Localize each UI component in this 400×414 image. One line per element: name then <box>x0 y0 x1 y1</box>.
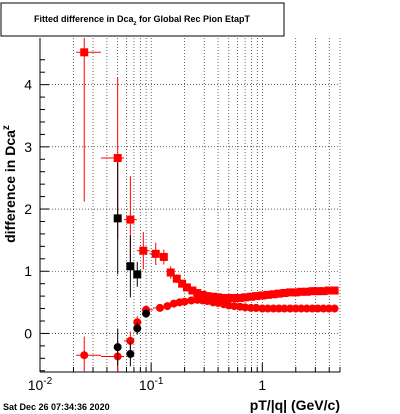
series-1 <box>113 162 142 298</box>
title-frame <box>0 2 285 37</box>
data-point-square <box>230 293 239 302</box>
data-point-square <box>252 292 261 301</box>
data-point-square <box>139 246 148 255</box>
data-point-square <box>258 291 267 300</box>
data-point-square <box>80 48 89 57</box>
data-point-square <box>224 293 233 302</box>
data-point-square <box>302 287 311 296</box>
data-point-circle <box>126 349 135 358</box>
data-point-square <box>241 293 250 302</box>
data-point-circle <box>319 304 328 313</box>
data-point-square <box>263 290 272 299</box>
data-point-square <box>291 288 300 297</box>
data-point-circle <box>142 309 151 318</box>
data-point-square <box>113 214 122 223</box>
data-point-square <box>313 287 322 296</box>
data-point-square <box>208 292 217 301</box>
y-tick-label: 4 <box>24 77 32 93</box>
data-point-circle <box>324 304 333 313</box>
data-point-circle <box>313 304 322 313</box>
data-point-square <box>324 286 333 295</box>
timestamp: Sat Dec 26 07:34:36 2020 <box>3 402 110 412</box>
x-tick-label: 10-1 <box>139 376 164 393</box>
grid-lines <box>39 38 341 372</box>
y-tick-label: 3 <box>24 139 32 155</box>
data-point-square <box>203 292 212 301</box>
data-point-square <box>319 287 328 296</box>
data-point-square <box>188 286 197 295</box>
data-point-square <box>308 287 317 296</box>
data-point-circle <box>286 304 295 313</box>
x-axis-title: pT/|q| (GeV/c) <box>250 397 340 413</box>
data-point-circle <box>258 304 267 313</box>
data-point-circle <box>291 304 300 313</box>
data-point-circle <box>126 336 135 345</box>
data-point-square <box>219 293 228 302</box>
data-point-square <box>166 268 175 277</box>
data-point-square <box>198 290 207 299</box>
data-point-square <box>126 262 135 271</box>
data-point-square <box>280 289 289 298</box>
data-point-circle <box>163 302 172 311</box>
data-point-circle <box>155 303 164 312</box>
chart-title-box: Fitted difference in Dcaz for Global Rec… <box>0 2 285 37</box>
data-point-circle <box>280 304 289 313</box>
y-tick-label: 2 <box>24 201 32 217</box>
data-series <box>76 38 339 372</box>
data-point-circle <box>241 303 250 312</box>
series-3 <box>113 309 151 367</box>
x-axis-ticks: 10-2 10-1 1 <box>28 363 341 393</box>
data-point-square <box>151 249 160 258</box>
data-point-circle <box>133 324 142 333</box>
data-point-square <box>182 283 191 292</box>
y-tick-label: 1 <box>24 263 32 279</box>
data-point-circle <box>330 304 339 313</box>
data-point-circle <box>113 343 122 352</box>
data-point-square <box>269 290 278 299</box>
data-point-circle <box>297 304 306 313</box>
chart-title: Fitted difference in Dcaz for Global Rec… <box>34 14 251 27</box>
data-point-square <box>133 270 142 279</box>
y-axis-title: difference in Dcaz <box>1 125 18 243</box>
data-point-square <box>126 215 135 224</box>
data-point-square <box>286 288 295 297</box>
y-axis-ticks: 0 1 2 3 4 <box>24 59 49 372</box>
data-point-square <box>214 293 223 302</box>
series-0 <box>76 38 339 302</box>
data-point-circle <box>274 304 283 313</box>
series-2 <box>76 295 339 372</box>
data-point-square <box>297 287 306 296</box>
data-point-circle <box>263 304 272 313</box>
data-point-circle <box>308 304 317 313</box>
axes <box>39 38 340 373</box>
data-point-square <box>246 292 255 301</box>
data-point-square <box>330 286 339 295</box>
y-tick-label: 0 <box>24 325 32 341</box>
data-point-circle <box>187 296 196 305</box>
data-point-square <box>172 274 181 283</box>
data-point-square <box>193 289 202 298</box>
data-point-circle <box>180 297 189 306</box>
data-point-circle <box>252 303 261 312</box>
data-point-square <box>113 154 122 163</box>
x-tick-label: 10-2 <box>28 376 53 393</box>
x-tick-label: 1 <box>258 377 266 393</box>
data-point-square <box>236 293 245 302</box>
data-point-circle <box>302 304 311 313</box>
data-point-circle <box>80 351 89 360</box>
data-point-square <box>159 252 168 261</box>
data-point-square <box>274 289 283 298</box>
data-point-square <box>178 279 187 288</box>
